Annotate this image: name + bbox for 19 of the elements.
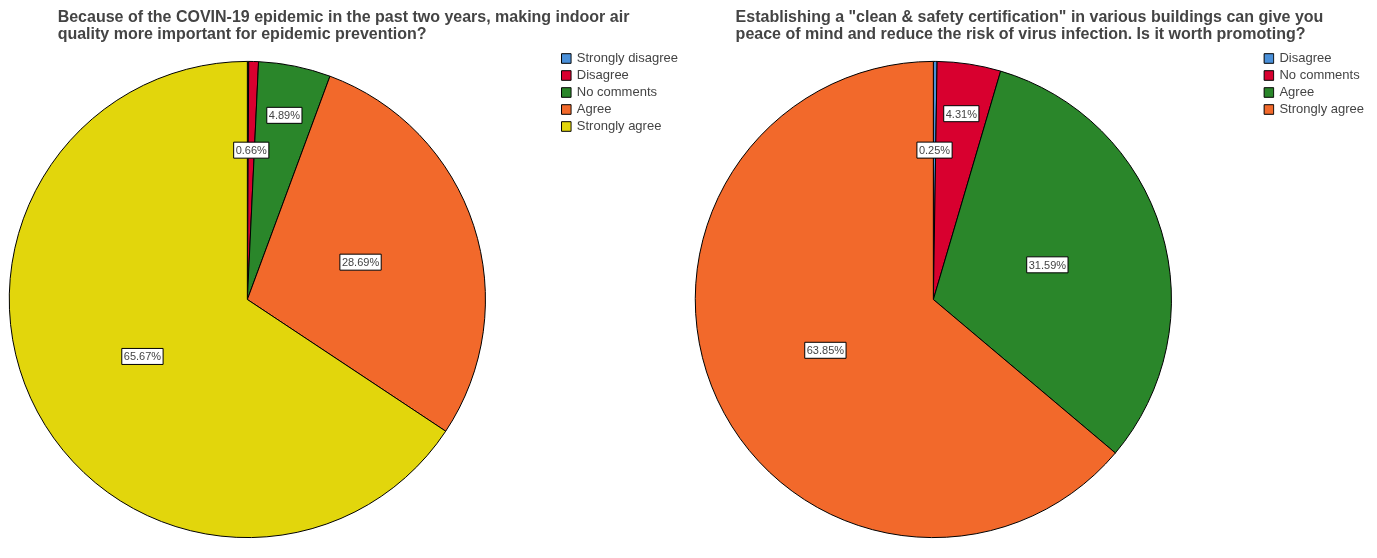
legend-label: Agree (1279, 84, 1315, 99)
legend-label: No comments (1279, 67, 1360, 82)
legend-label: Disagree (1279, 50, 1332, 65)
chart-title: Establishing a "clean & safety certification" in various buildings can give you peace of mind and reduce the risk of virus infection. Is it worth promoting? (735, 7, 1324, 42)
legend-label: Strongly disagree (576, 50, 678, 65)
data-label: 0.66% (235, 144, 268, 157)
data-label: 63.85% (806, 344, 845, 357)
data-label: 0.25% (918, 144, 951, 157)
legend-label: Disagree (576, 67, 629, 82)
data-label: 65.67% (123, 350, 162, 363)
legend-label: No comments (576, 84, 658, 99)
legend-label: Strongly agree (1279, 101, 1364, 116)
data-label: 28.69% (341, 256, 380, 269)
chart-title: Because of the COVIN-19 epidemic in the past two years, making indoor air quality more important for epidemic prevention? (57, 7, 630, 42)
data-label: 4.89% (268, 109, 301, 122)
data-label: 31.59% (1028, 258, 1067, 271)
legend-label: Strongly agree (576, 118, 662, 133)
legend-label: Agree (576, 101, 612, 116)
data-label: 4.31% (945, 107, 978, 120)
